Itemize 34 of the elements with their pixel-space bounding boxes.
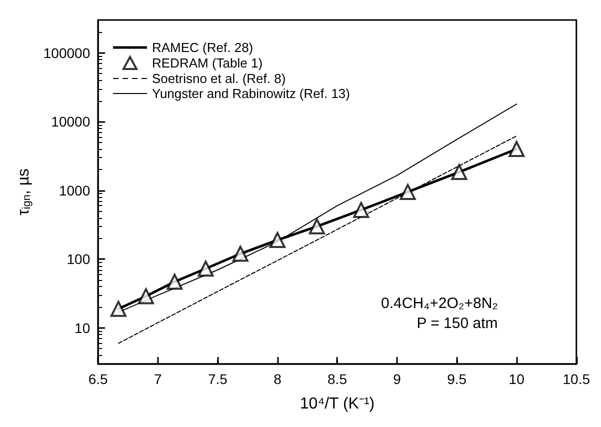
y-tick-label: 10 [74, 320, 90, 336]
point [232, 246, 248, 262]
y-tick-label: 100 [66, 251, 90, 268]
point [166, 274, 183, 290]
x-tick-label: 10.5 [562, 371, 590, 387]
x-axis-title: 10⁴/T (K⁻¹) [300, 396, 375, 412]
line-series [118, 135, 518, 344]
annotation: P = 150 atm [416, 315, 498, 332]
y-tick-label: 1000 [58, 182, 90, 198]
point [308, 218, 325, 234]
point [269, 232, 286, 248]
y-tick-label: 100000 [43, 44, 90, 61]
y-tick-label: 10000 [51, 114, 90, 130]
x-tick-label: 7 [154, 371, 162, 387]
x-tick-label: 7.5 [208, 371, 228, 387]
x-tick-label: 6.5 [88, 371, 108, 387]
point [353, 202, 370, 218]
x-tick-label: 8 [274, 371, 282, 387]
point [508, 141, 525, 158]
legend-label: RAMEC (Ref. 28) [152, 40, 254, 55]
point [400, 184, 416, 200]
point [138, 288, 154, 304]
x-tick-label: 9.5 [447, 371, 467, 387]
x-tick-label: 9 [393, 371, 402, 387]
legend-label: Yungster and Rabinowitz (Ref. 13) [152, 86, 350, 101]
legend-label: Soetrisno et al. (Ref. 8) [152, 71, 286, 86]
point [110, 300, 126, 317]
x-tick-label: 10 [508, 371, 525, 387]
point [198, 260, 214, 277]
annotation: 0.4CH₄+2O₂+8N₂ [381, 295, 498, 312]
legend-label: REDRAM (Table 1) [152, 56, 263, 70]
x-tick-label: 8.5 [328, 371, 348, 387]
point [451, 164, 468, 180]
y-axis-title: τign, µs [16, 168, 33, 216]
